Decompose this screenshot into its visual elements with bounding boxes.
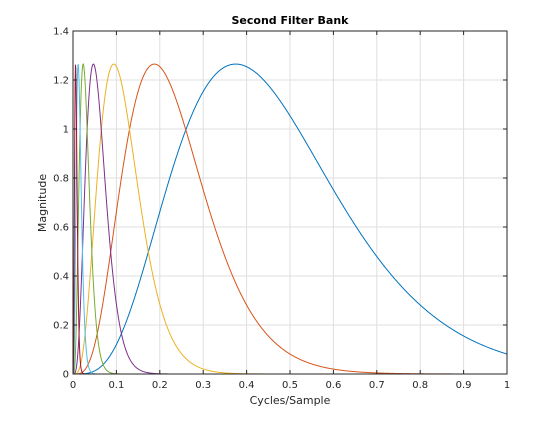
filter-response-line-1 bbox=[73, 63, 508, 375]
grid-layer bbox=[73, 31, 507, 374]
y-tick-label: 0.6 bbox=[53, 223, 69, 234]
y-axis-label: Magnitude bbox=[36, 174, 49, 233]
chart-title: Second Filter Bank bbox=[232, 14, 350, 27]
y-tick-label: 0.8 bbox=[53, 174, 69, 185]
x-tick-label: 0.6 bbox=[325, 380, 341, 391]
x-tick-label: 0.4 bbox=[239, 380, 255, 391]
tick-layer: 0 0.1 0.2 0.3 0.4 0.5 0.6 0.7 0.8 0.9 1 0 0.2 0.4 0.6 0… bbox=[53, 27, 510, 392]
y-tick-label: 1 bbox=[63, 125, 69, 136]
y-tick-label: 1.4 bbox=[53, 27, 69, 38]
x-tick-label: 0 bbox=[70, 380, 76, 391]
x-tick-label: 0.3 bbox=[195, 380, 211, 391]
y-tick-label: 0.2 bbox=[53, 321, 69, 332]
x-tick-label: 0.5 bbox=[282, 380, 298, 391]
x-tick-label: 1 bbox=[504, 380, 510, 391]
y-tick-label: 0 bbox=[63, 370, 69, 381]
x-tick-label: 0.8 bbox=[412, 380, 428, 391]
x-tick-label: 0.7 bbox=[369, 380, 385, 391]
x-tick-label: 0.2 bbox=[152, 380, 168, 391]
y-tick-label: 1.2 bbox=[53, 76, 69, 87]
y-tick-label: 0.4 bbox=[53, 272, 69, 283]
x-tick-label: 0.9 bbox=[456, 380, 472, 391]
x-tick-label: 0.1 bbox=[108, 380, 124, 391]
x-axis-label: Cycles/Sample bbox=[250, 394, 331, 407]
